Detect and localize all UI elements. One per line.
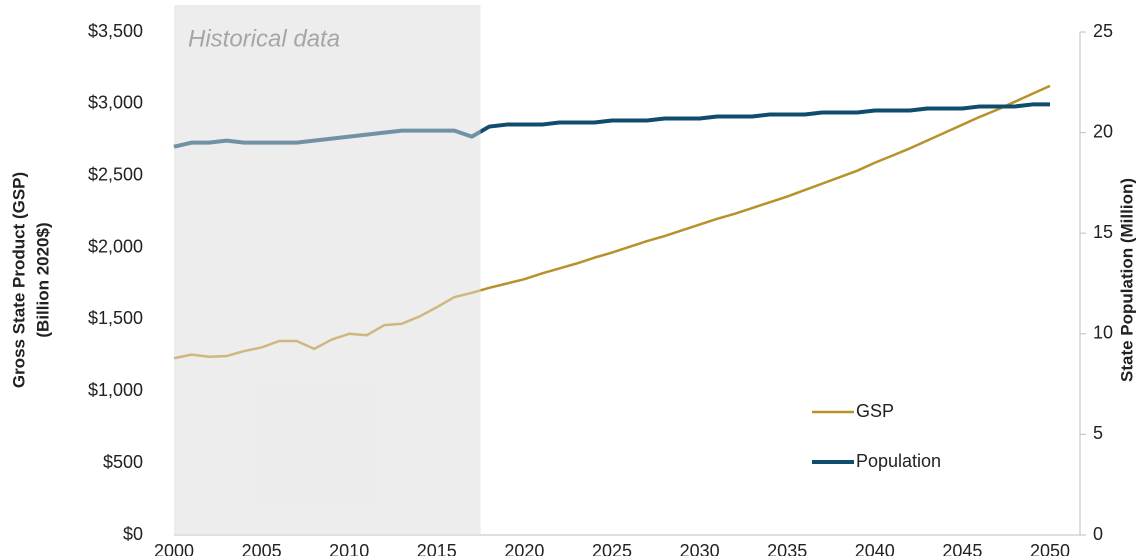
y-tick-label: $3,000	[88, 93, 143, 113]
x-tick-label: 2005	[242, 541, 282, 556]
shaded-region-bg	[174, 5, 481, 535]
y2-tick-label: 0	[1093, 524, 1103, 544]
y-axis-title: (Billion 2020$)	[33, 222, 52, 337]
x-tick-label: 2030	[680, 541, 720, 556]
y-tick-label: $0	[123, 524, 143, 544]
y2-tick-label: 20	[1093, 121, 1113, 141]
y-tick-label: $1,000	[88, 380, 143, 400]
shaded-region-label: Historical data	[188, 25, 340, 52]
y2-tick-label: 25	[1093, 21, 1113, 41]
series-line	[173, 84, 1051, 360]
x-tick-label: 2000	[154, 541, 194, 556]
legend-label: Population	[856, 451, 941, 471]
y2-tick-label: 10	[1093, 323, 1113, 343]
y2-tick-label: 15	[1093, 222, 1113, 242]
x-tick-label: 2010	[329, 541, 369, 556]
y-tick-label: $500	[103, 452, 143, 472]
y-tick-label: $2,500	[88, 164, 143, 184]
y-tick-label: $1,500	[88, 308, 143, 328]
x-tick-label: 2035	[767, 541, 807, 556]
y2-tick-label: 5	[1093, 423, 1103, 443]
x-tick-label: 2045	[942, 541, 982, 556]
series-line	[173, 102, 1050, 149]
y-tick-label: $3,500	[88, 21, 143, 41]
x-tick-label: 2015	[417, 541, 457, 556]
x-tick-label: 2050	[1030, 541, 1070, 556]
y2-axis-title: State Population (Million)	[1117, 178, 1136, 382]
x-tick-label: 2020	[504, 541, 544, 556]
legend-label: GSP	[856, 401, 894, 421]
x-tick-label: 2040	[855, 541, 895, 556]
y-tick-label: $2,000	[88, 236, 143, 256]
y-axis-title: Gross State Product (GSP)	[9, 172, 28, 388]
x-tick-label: 2025	[592, 541, 632, 556]
shaded-region	[174, 5, 481, 535]
